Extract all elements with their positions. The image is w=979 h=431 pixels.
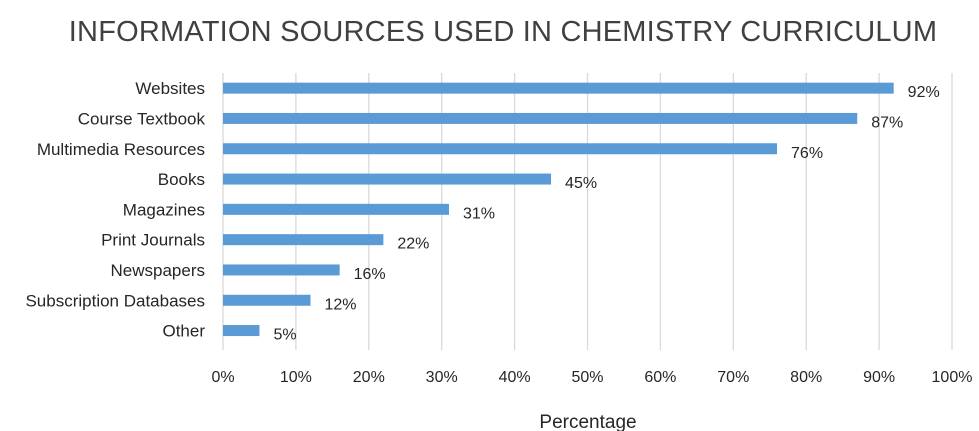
category-label: Books	[158, 170, 205, 189]
data-label: 76%	[791, 145, 823, 162]
category-label: Multimedia Resources	[37, 140, 205, 159]
data-labels: 92% 87% 76% 45% 31% 22% 16% 12% 5%	[273, 84, 939, 343]
bar	[223, 325, 260, 337]
chart-title: INFORMATION SOURCES USED IN CHEMISTRY CU…	[69, 16, 937, 48]
bar	[223, 173, 552, 185]
x-tick-label: 0%	[211, 369, 234, 386]
x-tick-label: 10%	[280, 369, 312, 386]
category-label: Magazines	[123, 200, 205, 219]
data-label: 5%	[273, 327, 296, 344]
x-tick-label: 50%	[571, 369, 603, 386]
bars	[223, 82, 894, 337]
category-label: Other	[162, 322, 205, 341]
category-label: Websites	[135, 79, 205, 98]
data-label: 31%	[463, 205, 495, 222]
bar	[223, 112, 858, 124]
x-axis-tick-labels: 0% 10% 20% 30% 40% 50% 60% 70% 80% 90% 100%	[211, 369, 972, 386]
bar	[223, 234, 384, 246]
bar	[223, 203, 449, 215]
x-tick-label: 40%	[499, 369, 531, 386]
category-label: Newspapers	[111, 261, 206, 280]
data-label: 12%	[324, 296, 356, 313]
x-tick-label: 60%	[644, 369, 676, 386]
bar	[223, 264, 340, 276]
data-label: 45%	[565, 175, 597, 192]
data-label: 22%	[397, 236, 429, 253]
x-axis-title: Percentage	[539, 412, 636, 431]
x-tick-label: 80%	[790, 369, 822, 386]
x-tick-label: 70%	[717, 369, 749, 386]
x-tick-label: 30%	[426, 369, 458, 386]
bar	[223, 143, 778, 155]
x-tick-label: 20%	[353, 369, 385, 386]
x-tick-label: 90%	[863, 369, 895, 386]
data-label: 16%	[354, 266, 386, 283]
bar	[223, 294, 311, 306]
bar	[223, 82, 894, 94]
category-labels: Websites Course Textbook Multimedia Resour…	[25, 79, 205, 340]
data-label: 87%	[871, 114, 903, 131]
category-label: Print Journals	[101, 231, 205, 250]
data-label: 92%	[908, 84, 940, 101]
category-label: Subscription Databases	[25, 291, 205, 310]
category-label: Course Textbook	[78, 109, 206, 128]
x-tick-label: 100%	[932, 369, 973, 386]
